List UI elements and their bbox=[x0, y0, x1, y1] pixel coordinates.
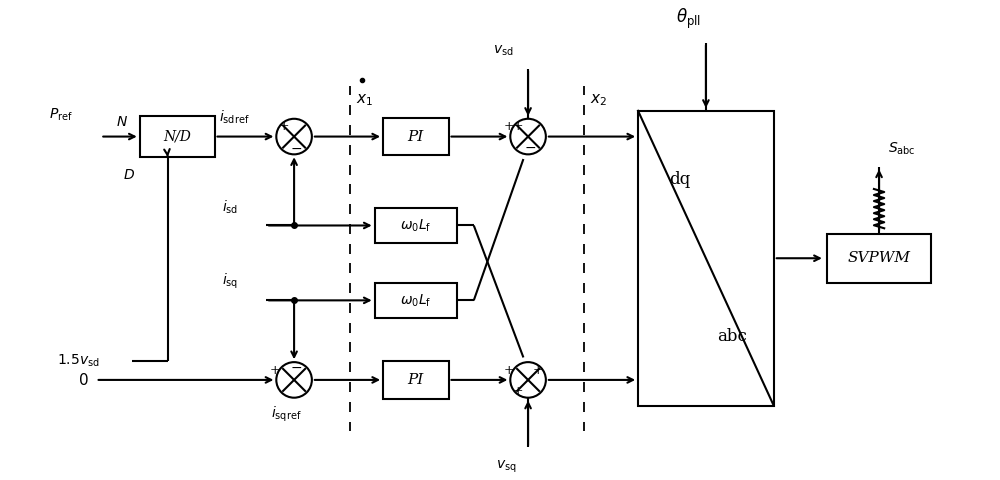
Text: abc: abc bbox=[717, 328, 747, 345]
Bar bbox=[375, 283, 457, 318]
Text: +: + bbox=[279, 120, 290, 133]
Text: $0$: $0$ bbox=[78, 372, 89, 388]
Text: $D$: $D$ bbox=[123, 168, 135, 182]
Text: N/D: N/D bbox=[163, 130, 191, 144]
Text: +: + bbox=[503, 364, 514, 377]
Text: +: + bbox=[533, 364, 543, 377]
Text: $i_\mathrm{sq}$: $i_\mathrm{sq}$ bbox=[222, 272, 238, 291]
Text: $P_\mathrm{ref}$: $P_\mathrm{ref}$ bbox=[49, 106, 73, 122]
Text: $i_\mathrm{sdref}$: $i_\mathrm{sdref}$ bbox=[219, 109, 250, 126]
Text: +: + bbox=[513, 385, 524, 398]
Text: $N$: $N$ bbox=[116, 115, 128, 129]
Text: +: + bbox=[503, 120, 514, 133]
Text: +: + bbox=[513, 120, 524, 133]
Bar bbox=[638, 111, 774, 406]
Text: $i_\mathrm{sqref}$: $i_\mathrm{sqref}$ bbox=[271, 405, 302, 424]
Text: $x_2$: $x_2$ bbox=[590, 93, 607, 108]
Text: −: − bbox=[290, 142, 302, 156]
Text: PI: PI bbox=[408, 373, 424, 387]
Bar bbox=[383, 118, 449, 156]
Text: $\omega_0 L_\mathrm{f}$: $\omega_0 L_\mathrm{f}$ bbox=[400, 292, 432, 309]
Text: $1.5v_\mathrm{sd}$: $1.5v_\mathrm{sd}$ bbox=[57, 353, 100, 370]
Text: −: − bbox=[524, 141, 536, 155]
Bar bbox=[375, 208, 457, 243]
Text: SVPWM: SVPWM bbox=[848, 251, 911, 265]
Text: $S_\mathrm{abc}$: $S_\mathrm{abc}$ bbox=[888, 141, 916, 157]
Text: $x_1$: $x_1$ bbox=[356, 93, 373, 108]
Text: $i_\mathrm{sd}$: $i_\mathrm{sd}$ bbox=[222, 199, 238, 216]
Text: PI: PI bbox=[408, 130, 424, 144]
Text: dq: dq bbox=[669, 171, 690, 188]
Text: $v_\mathrm{sq}$: $v_\mathrm{sq}$ bbox=[496, 458, 517, 475]
Bar bbox=[383, 361, 449, 398]
Text: $\theta_\mathrm{pll}$: $\theta_\mathrm{pll}$ bbox=[676, 7, 701, 31]
Text: $v_\mathrm{sd}$: $v_\mathrm{sd}$ bbox=[493, 44, 514, 58]
Text: −: − bbox=[290, 360, 302, 374]
Bar bbox=[140, 116, 215, 157]
Text: +: + bbox=[269, 364, 280, 377]
Bar bbox=[827, 234, 931, 283]
Text: $\omega_0 L_\mathrm{f}$: $\omega_0 L_\mathrm{f}$ bbox=[400, 217, 432, 234]
